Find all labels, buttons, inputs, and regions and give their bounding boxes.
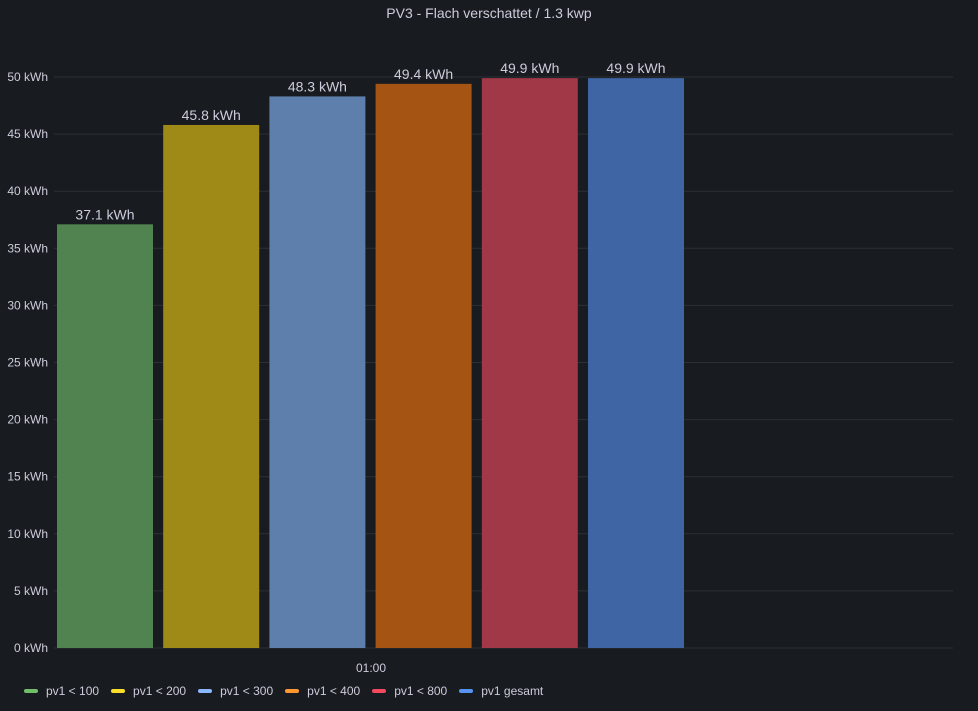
bar-chart: 0 kWh 5 kWh 10 kWh 15 kWh 20 kWh 25 kWh 30 kWh… (7, 60, 953, 675)
bar-value-label: 37.1 kWh (75, 206, 134, 222)
legend: pv1 < 100 pv1 < 200 pv1 < 300 pv1 < 400 pv1 … (24, 684, 555, 698)
legend-label: pv1 gesamt (481, 684, 544, 698)
legend-label: pv1 < 800 (394, 684, 448, 698)
bar-4[interactable] (375, 83, 472, 649)
bar-5[interactable] (481, 78, 578, 649)
bar-3[interactable] (269, 96, 366, 648)
legend-swatch (372, 689, 387, 693)
y-tick-label: 30 kWh (7, 298, 48, 312)
legend-item-3[interactable]: pv1 < 300 (198, 684, 273, 698)
y-tick-label: 15 kWh (7, 470, 48, 484)
legend-item-6[interactable]: pv1 gesamt (459, 684, 543, 698)
bar-value-label: 45.8 kWh (182, 107, 241, 123)
bar-1[interactable] (57, 224, 153, 648)
y-axis-ticks: 0 kWh 5 kWh 10 kWh 15 kWh 20 kWh 25 kWh 30 kWh… (7, 70, 48, 655)
y-tick-label: 40 kWh (7, 184, 48, 198)
y-tick-label: 35 kWh (7, 241, 48, 255)
y-tick-label: 50 kWh (7, 70, 48, 84)
legend-item-1[interactable]: pv1 < 100 (24, 684, 99, 698)
bar-2[interactable] (163, 124, 260, 649)
bar-value-label: 49.4 kWh (394, 66, 453, 82)
legend-item-2[interactable]: pv1 < 200 (111, 684, 186, 698)
legend-label: pv1 < 400 (307, 684, 361, 698)
legend-label: pv1 < 300 (220, 684, 274, 698)
bar-value-label: 49.9 kWh (606, 60, 665, 76)
legend-swatch (198, 689, 213, 693)
panel-title[interactable]: PV3 - Flach verschattet / 1.3 kwp (386, 5, 592, 21)
legend-swatch (459, 689, 474, 693)
bar-value-label: 48.3 kWh (288, 78, 347, 94)
legend-item-5[interactable]: pv1 < 800 (372, 684, 447, 698)
legend-swatch (111, 689, 126, 693)
bar-value-label: 49.9 kWh (500, 60, 559, 76)
legend-swatch (24, 689, 38, 693)
y-tick-label: 10 kWh (7, 527, 48, 541)
x-tick-label: 01:00 (356, 661, 386, 675)
bar-value-labels: 37.1 kWh 45.8 kWh 48.3 kWh 49.4 kWh 49.9 kWh… (75, 60, 665, 222)
legend-label: pv1 < 100 (46, 684, 100, 698)
legend-swatch (285, 689, 300, 693)
y-tick-label: 20 kWh (7, 413, 48, 427)
bars (57, 78, 684, 649)
y-tick-label: 45 kWh (7, 127, 48, 141)
legend-label: pv1 < 200 (133, 684, 187, 698)
y-tick-label: 0 kWh (14, 641, 48, 655)
legend-item-4[interactable]: pv1 < 400 (285, 684, 360, 698)
bar-6[interactable] (588, 78, 684, 649)
y-tick-label: 5 kWh (14, 584, 48, 598)
y-tick-label: 25 kWh (7, 356, 48, 370)
